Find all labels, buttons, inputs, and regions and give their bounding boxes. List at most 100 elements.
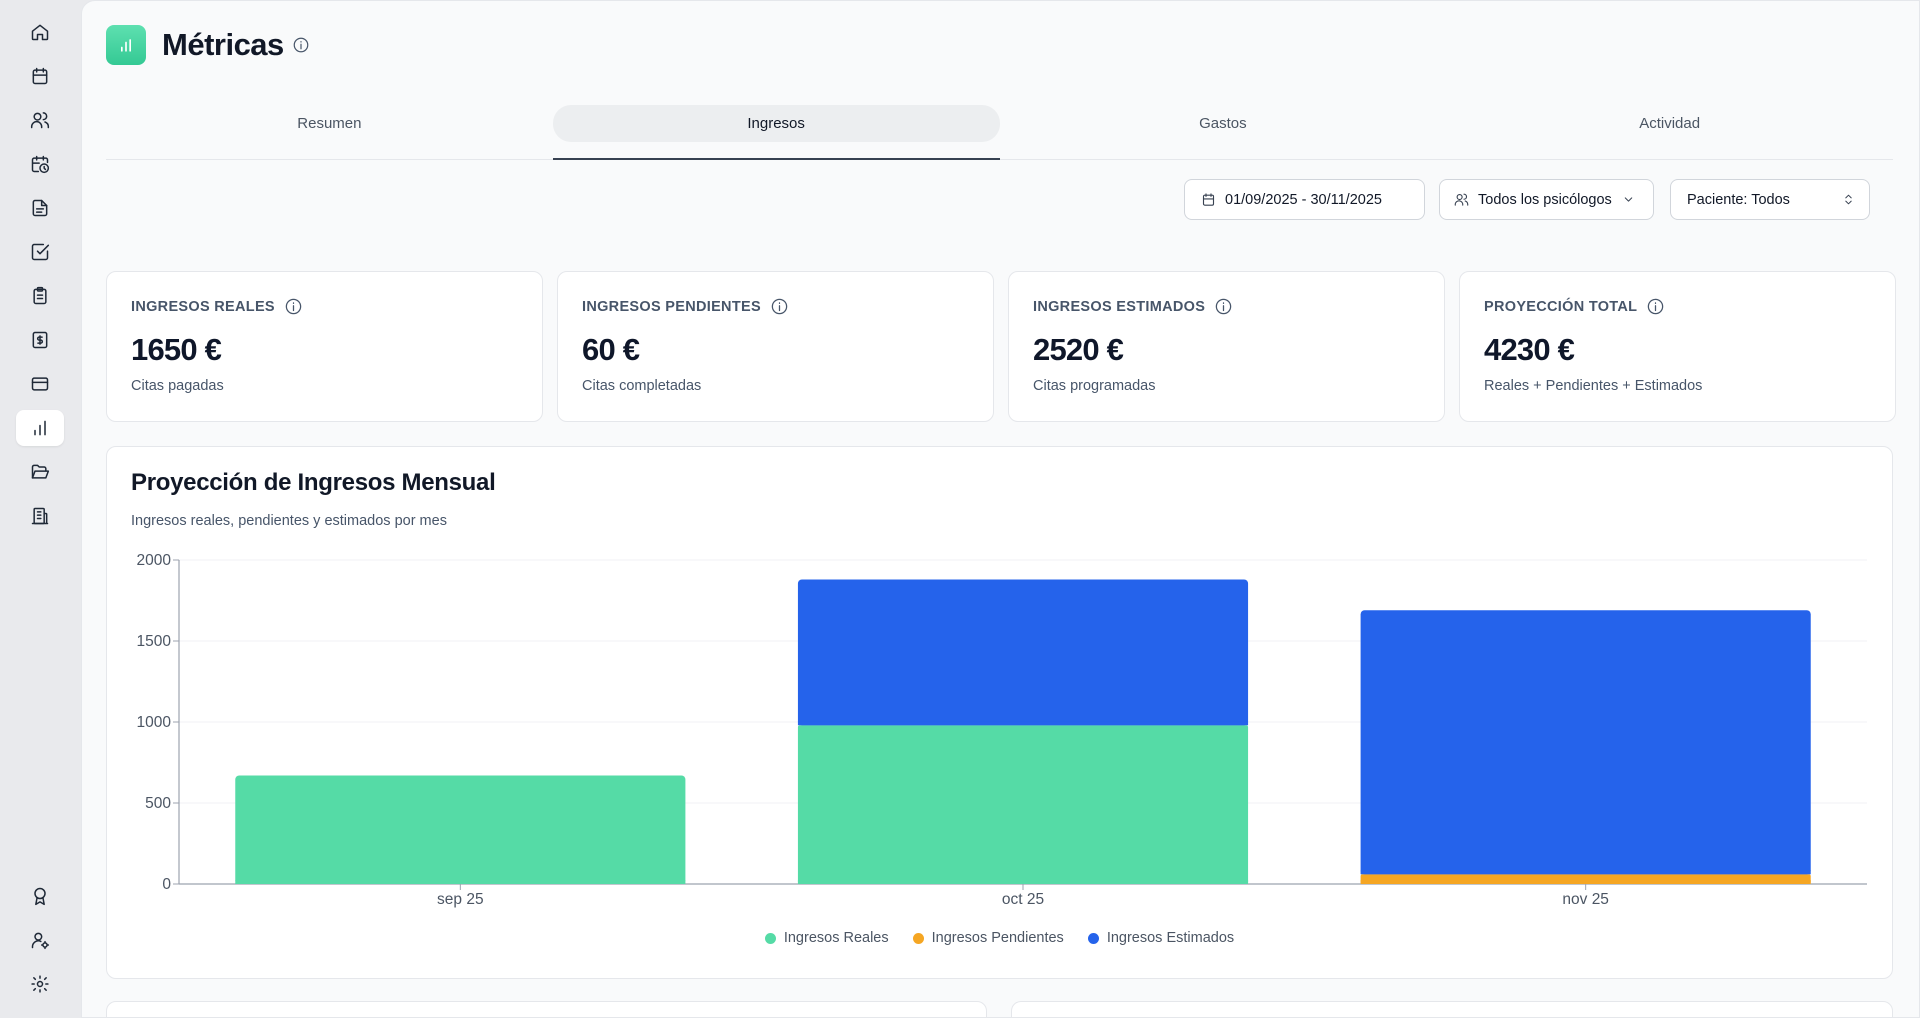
bar-chart-icon [121, 39, 131, 52]
patient-select-value: Paciente: Todos [1687, 191, 1790, 208]
revenue-bar-chart: 0 500 1000 1500 2000 sep 25 oct 25 nov 25 [137, 552, 1867, 908]
sidebar-item-user-settings[interactable] [16, 922, 64, 958]
bottom-card-left [106, 1001, 987, 1017]
home-icon [31, 24, 49, 41]
building-icon [31, 507, 49, 525]
legend-label: Ingresos Estimados [1106, 930, 1235, 946]
legend-swatch [912, 932, 924, 944]
y-tick-label: 0 [162, 876, 171, 893]
bar-base [1360, 880, 1811, 884]
sidebar-item-metrics[interactable] [16, 410, 64, 446]
sidebar-item-achievements[interactable] [16, 878, 64, 914]
y-tick-label: 1500 [137, 633, 172, 650]
date-range-value: 01/09/2025 - 30/11/2025 [1225, 191, 1382, 208]
stat-card-ingresos-estimados: Ingresos Estimados 2520 € Citas programa… [1008, 271, 1445, 422]
document-icon [32, 199, 48, 217]
sidebar [0, 0, 80, 1018]
y-tick-label: 1000 [137, 714, 172, 731]
tabs: Resumen Ingresos Gastos Actividad [106, 105, 1893, 160]
chart-subtitle: Ingresos reales, pendientes y estimados … [131, 513, 447, 529]
sidebar-item-settings[interactable] [16, 966, 64, 1002]
sidebar-item-tasks[interactable] [16, 234, 64, 270]
chart-legend: Ingresos Reales Ingresos Pendientes Ingres… [107, 930, 1892, 946]
users-icon [1454, 193, 1469, 206]
sidebar-item-files[interactable] [16, 454, 64, 490]
stat-label: Ingresos Estimados [1033, 298, 1206, 315]
psychologist-select-value: Todos los psicólogos [1478, 191, 1612, 208]
stat-subtitle: Citas programadas [1033, 378, 1156, 394]
legend-swatch [764, 932, 776, 944]
bar-chart-icon [34, 420, 46, 436]
legend-swatch [1087, 932, 1099, 944]
x-tick-label: sep 25 [437, 891, 484, 908]
info-icon[interactable] [770, 297, 789, 316]
sidebar-item-center[interactable] [16, 498, 64, 534]
legend-label: Ingresos Pendientes [931, 930, 1064, 946]
bottom-card-right [1011, 1001, 1893, 1017]
x-tick-label: nov 25 [1562, 891, 1609, 908]
stat-card-proyeccion-total: Proyección Total 4230 € Reales + Pendien… [1459, 271, 1896, 422]
bar-ingresos-reales [797, 725, 1249, 884]
sidebar-item-patients[interactable] [16, 102, 64, 138]
stat-label: Proyección Total [1484, 298, 1638, 315]
bar-base [797, 880, 1249, 884]
main-panel: Métricas Resumen Ingresos Gastos Activid… [81, 0, 1920, 1018]
folder-open-icon [31, 464, 50, 479]
info-icon[interactable] [284, 297, 303, 316]
psychologist-select[interactable]: Todos los psicólogos [1439, 179, 1654, 220]
sidebar-item-appointments[interactable] [16, 146, 64, 182]
revenue-projection-chart-card: Proyección de Ingresos Mensual Ingresos … [106, 446, 1893, 979]
page-title: Métricas [162, 27, 284, 62]
credit-card-icon [31, 377, 49, 391]
award-icon [34, 887, 46, 906]
stat-value: 2520 € [1033, 332, 1124, 367]
calendar-icon [32, 67, 48, 85]
tab-resumen[interactable]: Resumen [297, 115, 362, 132]
sidebar-item-records[interactable] [16, 278, 64, 314]
chevron-down-icon [1624, 197, 1633, 202]
bar-base [235, 880, 686, 884]
info-icon[interactable] [292, 36, 310, 54]
gear-icon [31, 975, 49, 993]
users-icon [30, 112, 50, 129]
tab-actividad[interactable]: Actividad [1639, 115, 1701, 132]
clipboard-icon [33, 286, 47, 305]
sidebar-item-calendar[interactable] [16, 58, 64, 94]
patient-select[interactable]: Paciente: Todos [1670, 179, 1870, 220]
legend-item[interactable]: Ingresos Reales [764, 930, 889, 946]
sidebar-item-payments[interactable] [16, 366, 64, 402]
chart-title: Proyección de Ingresos Mensual [131, 469, 496, 496]
x-tick-label: oct 25 [1002, 891, 1044, 908]
metrics-logo [106, 25, 146, 65]
user-settings-icon [31, 932, 50, 950]
calendar-clock-icon [31, 155, 50, 174]
legend-item[interactable]: Ingresos Estimados [1087, 930, 1235, 946]
stat-value: 4230 € [1484, 332, 1575, 367]
bar-ingresos-estimados [1360, 610, 1811, 875]
page-header: Métricas [106, 25, 310, 65]
tab-gastos[interactable]: Gastos [1199, 115, 1247, 132]
stat-subtitle: Citas completadas [582, 378, 702, 394]
stat-card-ingresos-reales: Ingresos Reales 1650 € Citas pagadas [106, 271, 543, 422]
info-icon[interactable] [1214, 297, 1233, 316]
bar-base [797, 721, 1249, 726]
stat-value: 1650 € [131, 332, 222, 367]
bar-ingresos-reales [235, 775, 686, 884]
legend-label: Ingresos Reales [783, 930, 889, 946]
checkbox-icon [31, 243, 50, 261]
sidebar-item-documents[interactable] [16, 190, 64, 226]
bar-base [1360, 870, 1811, 875]
stat-label: Ingresos Pendientes [582, 298, 761, 315]
stat-subtitle: Citas pagadas [131, 378, 224, 394]
y-tick-label: 500 [145, 795, 171, 812]
legend-item[interactable]: Ingresos Pendientes [912, 930, 1064, 946]
stat-label: Ingresos Reales [131, 298, 275, 315]
calendar-icon [1202, 193, 1215, 206]
sidebar-item-billing[interactable] [16, 322, 64, 358]
dollar-icon [32, 331, 48, 349]
date-range-picker[interactable]: 01/09/2025 - 30/11/2025 [1184, 179, 1425, 220]
y-tick-label: 2000 [137, 552, 172, 569]
sidebar-item-home[interactable] [16, 14, 64, 50]
tab-ingresos[interactable]: Ingresos [552, 105, 1000, 160]
info-icon[interactable] [1646, 297, 1665, 316]
